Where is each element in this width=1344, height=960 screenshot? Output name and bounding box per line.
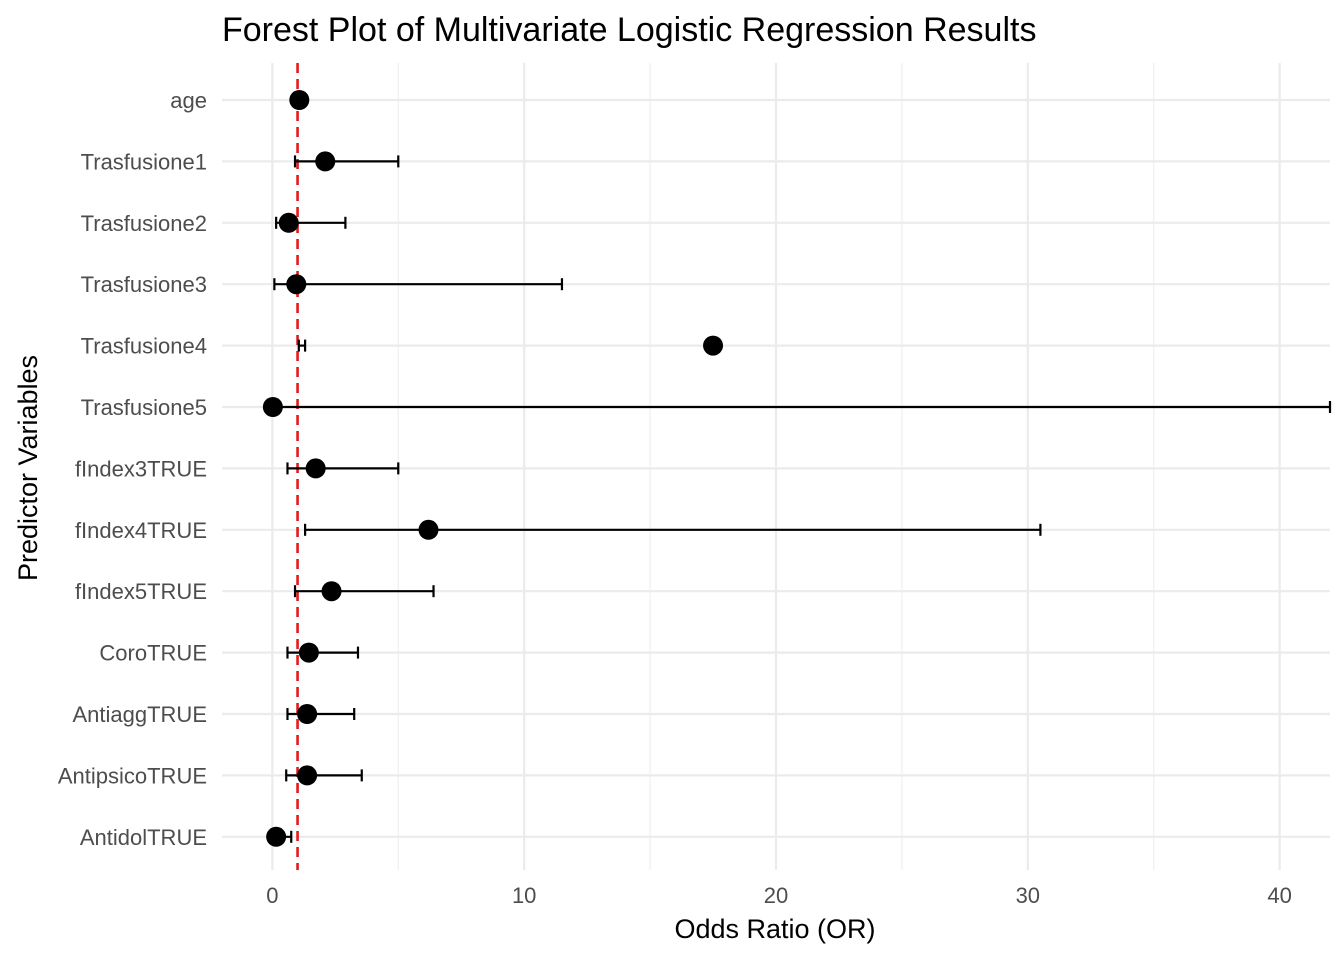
odds-ratio-point: [298, 642, 319, 663]
odds-ratio-point: [286, 274, 307, 295]
x-tick-label: 40: [1267, 883, 1291, 908]
x-axis-title: Odds Ratio (OR): [674, 914, 875, 944]
odds-ratio-point: [266, 826, 287, 847]
y-axis-title: Predictor Variables: [13, 355, 43, 581]
y-tick-label: AntiaggTRUE: [72, 702, 207, 727]
odds-ratio-point: [321, 581, 342, 602]
y-tick-label: AntipsicoTRUE: [58, 763, 207, 788]
odds-ratio-point: [262, 397, 283, 417]
y-tick-label: Trasfusione2: [81, 211, 207, 236]
y-tick-label: fIndex4TRUE: [75, 518, 207, 543]
x-tick-label-layer: 0 10 20 30 40: [266, 883, 1292, 908]
x-tick-label: 0: [266, 883, 278, 908]
y-tick-label: AntidolTRUE: [80, 825, 207, 850]
y-tick-label-layer: age Trasfusione1 Trasfusione2 Trasfusione3 T…: [58, 88, 207, 850]
odds-ratio-point: [305, 458, 326, 479]
x-tick-label: 10: [512, 883, 536, 908]
y-tick-label: Trasfusione1: [81, 149, 207, 174]
odds-ratio-point: [297, 765, 318, 786]
odds-ratio-point: [289, 90, 310, 110]
point-layer: [262, 90, 724, 847]
odds-ratio-point: [418, 519, 439, 540]
odds-ratio-point: [278, 212, 299, 233]
odds-ratio-point: [315, 151, 336, 172]
x-tick-label: 20: [764, 883, 788, 908]
odds-ratio-point: [703, 335, 724, 356]
grid-layer: [222, 63, 1330, 870]
y-tick-label: Trasfusione5: [81, 395, 207, 420]
x-tick-label: 30: [1016, 883, 1040, 908]
y-tick-label: age: [170, 88, 207, 113]
odds-ratio-point: [297, 704, 318, 724]
y-tick-label: CoroTRUE: [99, 641, 207, 666]
y-tick-label: fIndex3TRUE: [75, 456, 207, 481]
y-tick-label: Trasfusione4: [81, 334, 207, 359]
chart-title: Forest Plot of Multivariate Logistic Reg…: [222, 11, 1036, 49]
y-tick-label: fIndex5TRUE: [75, 579, 207, 604]
y-tick-label: Trasfusione3: [81, 272, 207, 297]
